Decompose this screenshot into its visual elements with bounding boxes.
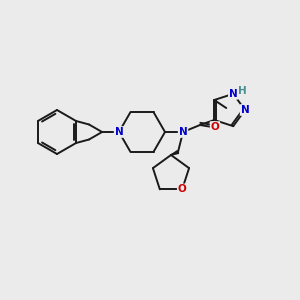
- Text: H: H: [238, 86, 247, 96]
- Text: N: N: [115, 127, 123, 137]
- Text: N: N: [241, 105, 249, 115]
- Polygon shape: [171, 151, 178, 155]
- Text: O: O: [178, 184, 187, 194]
- Text: O: O: [211, 122, 219, 132]
- Text: N: N: [229, 89, 238, 99]
- Text: N: N: [178, 127, 188, 137]
